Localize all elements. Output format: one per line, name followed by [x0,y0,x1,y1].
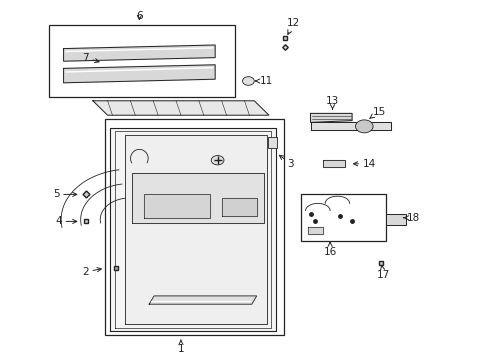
Polygon shape [132,173,264,223]
Circle shape [211,156,224,165]
Bar [386,214,405,225]
Polygon shape [310,122,390,130]
Polygon shape [307,227,322,234]
Text: 3: 3 [279,155,294,169]
Bar [105,119,283,335]
Bar [300,194,386,241]
Text: 1: 1 [177,340,184,354]
Text: 12: 12 [286,18,300,34]
Text: 15: 15 [369,107,385,118]
Polygon shape [322,160,344,167]
Text: 14: 14 [353,159,375,169]
Text: 2: 2 [82,267,101,277]
Polygon shape [149,296,256,304]
Text: 6: 6 [136,11,142,21]
Bar [267,137,276,148]
Text: 13: 13 [325,96,339,109]
Polygon shape [110,128,276,331]
Text: 4: 4 [55,216,77,226]
Polygon shape [144,194,210,218]
Text: 17: 17 [376,266,390,280]
Text: 5: 5 [53,189,77,199]
Text: 8: 8 [211,290,233,300]
Text: 11: 11 [255,76,273,86]
Circle shape [355,120,372,133]
Polygon shape [124,135,266,324]
Text: 7: 7 [82,53,99,63]
Polygon shape [93,101,268,115]
Text: 9: 9 [184,138,203,149]
Bar [49,25,234,97]
Text: 18: 18 [403,213,419,223]
Polygon shape [222,198,256,216]
Text: 10: 10 [226,155,250,165]
Polygon shape [310,113,351,122]
Text: 16: 16 [323,242,336,257]
Polygon shape [63,45,215,61]
Polygon shape [63,65,215,83]
Circle shape [242,77,254,85]
